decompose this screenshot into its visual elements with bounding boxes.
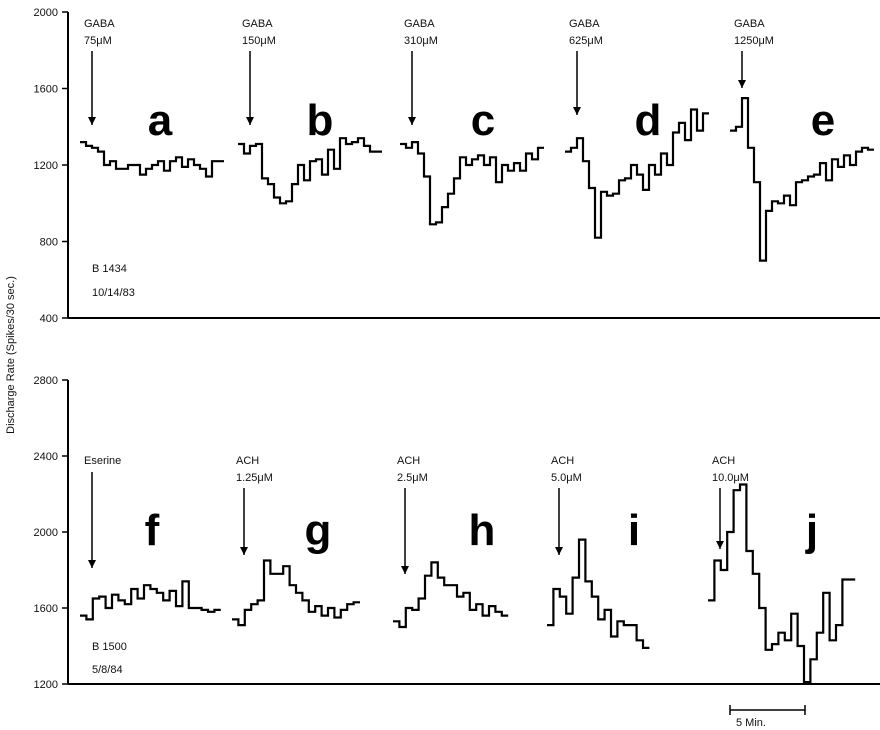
dose-label-d: 625μM: [569, 35, 603, 47]
chart-gaba: 400 800 1200 1600 2000 B 1434 10/14/83 GABA 75μM…: [34, 7, 880, 325]
drug-label-a: GABA: [84, 18, 115, 30]
panel-letter-j: j: [805, 506, 818, 555]
y-tick-label: 2000: [34, 7, 58, 19]
panel-letter-f: f: [145, 506, 160, 555]
panel-letter-g: g: [305, 506, 332, 555]
panel-letter-c: c: [471, 96, 495, 145]
dose-label-j: 10.0μM: [712, 472, 749, 484]
y-tick-label: 400: [40, 313, 58, 325]
trace-g: [232, 559, 360, 627]
recording-id-label: 5/8/84: [92, 664, 123, 676]
dose-label-e: 1250μM: [734, 35, 774, 47]
dose-label-g: 1.25μM: [236, 472, 273, 484]
drug-label-f: Eserine: [84, 455, 121, 467]
y-tick-label: 1600: [34, 84, 58, 96]
application-arrowhead-e: [738, 80, 746, 88]
trace-c: [400, 141, 544, 226]
trace-i: [547, 538, 650, 649]
panel-letter-i: i: [628, 506, 640, 555]
drug-label-e: GABA: [734, 18, 765, 30]
recording-id-label: B 1500: [92, 641, 127, 653]
trace-f: [80, 580, 221, 621]
drug-label-h: ACH: [397, 455, 420, 467]
time-scale-bar: 5 Min.: [729, 705, 806, 729]
trace-e: [730, 97, 874, 262]
dose-label-h: 2.5μM: [397, 472, 428, 484]
y-tick-label: 1600: [34, 603, 58, 615]
chart-ach: 1200 1600 2000 2400 2800 B 1500 5/8/84 Eserine f…: [34, 375, 880, 691]
y-tick-label: 2400: [34, 451, 58, 463]
recording-id-label: B 1434: [92, 263, 127, 275]
application-arrowhead-c: [408, 117, 416, 125]
application-arrowhead-j: [716, 541, 724, 549]
recording-id-label: 10/14/83: [92, 287, 135, 299]
application-arrowhead-f: [88, 560, 96, 568]
application-arrowhead-d: [573, 107, 581, 115]
scale-bar-label: 5 Min.: [736, 717, 766, 729]
panel-letter-a: a: [148, 96, 173, 145]
panel-letter-e: e: [811, 96, 835, 145]
y-tick-label: 800: [40, 237, 58, 249]
drug-label-i: ACH: [551, 455, 574, 467]
application-arrowhead-a: [88, 117, 96, 125]
trace-a: [80, 141, 224, 178]
drug-label-d: GABA: [569, 18, 600, 30]
y-tick-label: 2000: [34, 527, 58, 539]
application-arrowhead-g: [240, 547, 248, 555]
dose-label-a: 75μM: [84, 35, 112, 47]
application-arrowhead-i: [555, 547, 563, 555]
y-tick-label: 1200: [34, 160, 58, 172]
trace-h: [393, 561, 509, 629]
dose-label-c: 310μM: [404, 35, 438, 47]
dose-label-i: 5.0μM: [551, 472, 582, 484]
panel-letter-d: d: [635, 96, 662, 145]
application-arrowhead-b: [246, 117, 254, 125]
y-axis-label: Discharge Rate (Spikes/30 sec.): [5, 276, 17, 434]
y-axis-label-group: Discharge Rate (Spikes/30 sec.): [5, 276, 17, 434]
drug-label-g: ACH: [236, 455, 259, 467]
trace-b: [238, 137, 382, 205]
panel-letter-b: b: [307, 96, 334, 145]
trace-d: [565, 108, 709, 239]
trace-j: [708, 483, 856, 684]
y-tick-label: 1200: [34, 679, 58, 691]
y-tick-label: 2800: [34, 375, 58, 387]
drug-label-b: GABA: [242, 18, 273, 30]
drug-label-j: ACH: [712, 455, 735, 467]
drug-label-c: GABA: [404, 18, 435, 30]
application-arrowhead-h: [401, 566, 409, 574]
panel-letter-h: h: [469, 506, 496, 555]
dose-label-b: 150μM: [242, 35, 276, 47]
